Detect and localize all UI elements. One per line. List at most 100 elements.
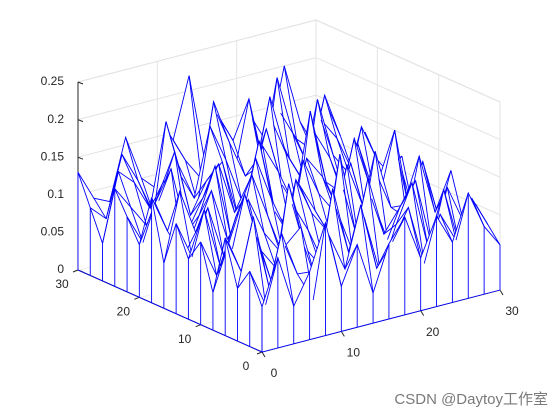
mesh-col (151, 197, 165, 264)
mesh-col (218, 163, 232, 238)
mesh-col (228, 243, 242, 272)
mesh-col (179, 191, 193, 258)
mesh-col (265, 128, 279, 173)
mesh-col (376, 243, 390, 269)
mesh-col (332, 188, 346, 270)
z-tick-label: 0.15 (41, 149, 65, 163)
mesh-col (232, 140, 246, 177)
mesh-col (172, 139, 186, 161)
mesh-col (281, 232, 295, 307)
mesh-col (109, 154, 123, 202)
mesh-col (191, 209, 205, 258)
z-tick-label: 0.25 (41, 74, 65, 88)
mesh-col (328, 235, 342, 287)
mesh-col (344, 244, 358, 270)
mesh-col (209, 126, 223, 162)
mesh-col (267, 215, 281, 252)
mesh-col (154, 202, 168, 232)
x-tick (499, 289, 504, 296)
mesh-col (117, 171, 132, 208)
mesh-col (443, 189, 457, 241)
y-tick-label: 10 (178, 332, 192, 346)
mesh-col (220, 119, 234, 141)
mesh-col (263, 232, 277, 269)
mesh-col (395, 207, 409, 225)
mesh-col (387, 207, 401, 240)
mesh-col (105, 171, 119, 219)
mesh-col (188, 75, 202, 179)
mesh-col (203, 209, 217, 276)
mesh-col (265, 257, 279, 305)
x-tick (420, 310, 425, 316)
mesh-col (262, 145, 276, 212)
mesh-col (175, 223, 189, 260)
mesh-col (360, 204, 374, 294)
mesh-col (288, 183, 302, 227)
mesh-col (188, 241, 202, 260)
mesh-row (102, 77, 341, 244)
mesh-col (335, 208, 349, 253)
mesh-col (312, 222, 326, 300)
mesh-col (214, 165, 228, 240)
z-tick-label: 0.2 (47, 112, 64, 126)
mesh-col (161, 151, 176, 184)
mesh-col (212, 237, 226, 293)
mesh-col (251, 174, 265, 234)
mesh-col (350, 162, 364, 207)
mesh-col (93, 197, 107, 219)
mesh-col (229, 142, 243, 201)
mesh-col (407, 207, 422, 259)
mesh-col (249, 271, 263, 308)
mesh-col (383, 224, 397, 235)
mesh-col (471, 198, 485, 227)
z-tick-label: 0.05 (41, 225, 65, 239)
mesh-col (213, 101, 227, 160)
mesh-col (216, 114, 230, 143)
mesh-col (455, 192, 469, 241)
mesh-col (77, 172, 91, 208)
y-tick (195, 324, 201, 328)
mesh-col (381, 130, 396, 185)
mesh-col (439, 214, 453, 243)
z-tick (77, 156, 84, 160)
z-tick-label: 0 (57, 262, 64, 276)
mesh-col (295, 179, 309, 231)
mesh-col (363, 217, 378, 269)
mesh-col (302, 160, 316, 212)
mesh-col (240, 216, 254, 272)
mesh-col (411, 182, 425, 264)
mesh-col (237, 271, 251, 289)
mesh-col (130, 206, 144, 243)
mesh-col (102, 188, 116, 244)
mesh-col (221, 161, 235, 213)
watermark: CSDN @Daytoy工作室 (394, 391, 548, 408)
curtain-base (77, 269, 501, 353)
mesh-col (231, 193, 246, 249)
mesh-col (475, 203, 489, 225)
mesh-col (371, 198, 385, 235)
mesh-col (167, 191, 181, 232)
x-tick-label: 10 (347, 346, 361, 360)
mesh-row (261, 191, 501, 308)
mesh-col (200, 241, 214, 293)
mesh-col (324, 95, 338, 139)
mesh-col (158, 168, 172, 202)
y-tick-label: 0 (243, 359, 250, 373)
mesh-col (367, 178, 381, 274)
mesh-col (374, 151, 388, 240)
mesh-col (450, 170, 464, 222)
mesh-col (177, 164, 191, 216)
z-tick (77, 81, 84, 85)
mesh-col (392, 216, 406, 242)
mesh-col (327, 108, 341, 137)
mesh-col (125, 137, 139, 181)
mesh-col (399, 182, 413, 208)
mesh-col (138, 197, 153, 245)
mesh-col (269, 96, 283, 185)
mesh-col (252, 216, 267, 305)
y-tick-label: 30 (55, 277, 69, 291)
mesh-col (284, 245, 298, 275)
mesh-col (378, 179, 392, 208)
mesh-col (299, 184, 313, 214)
